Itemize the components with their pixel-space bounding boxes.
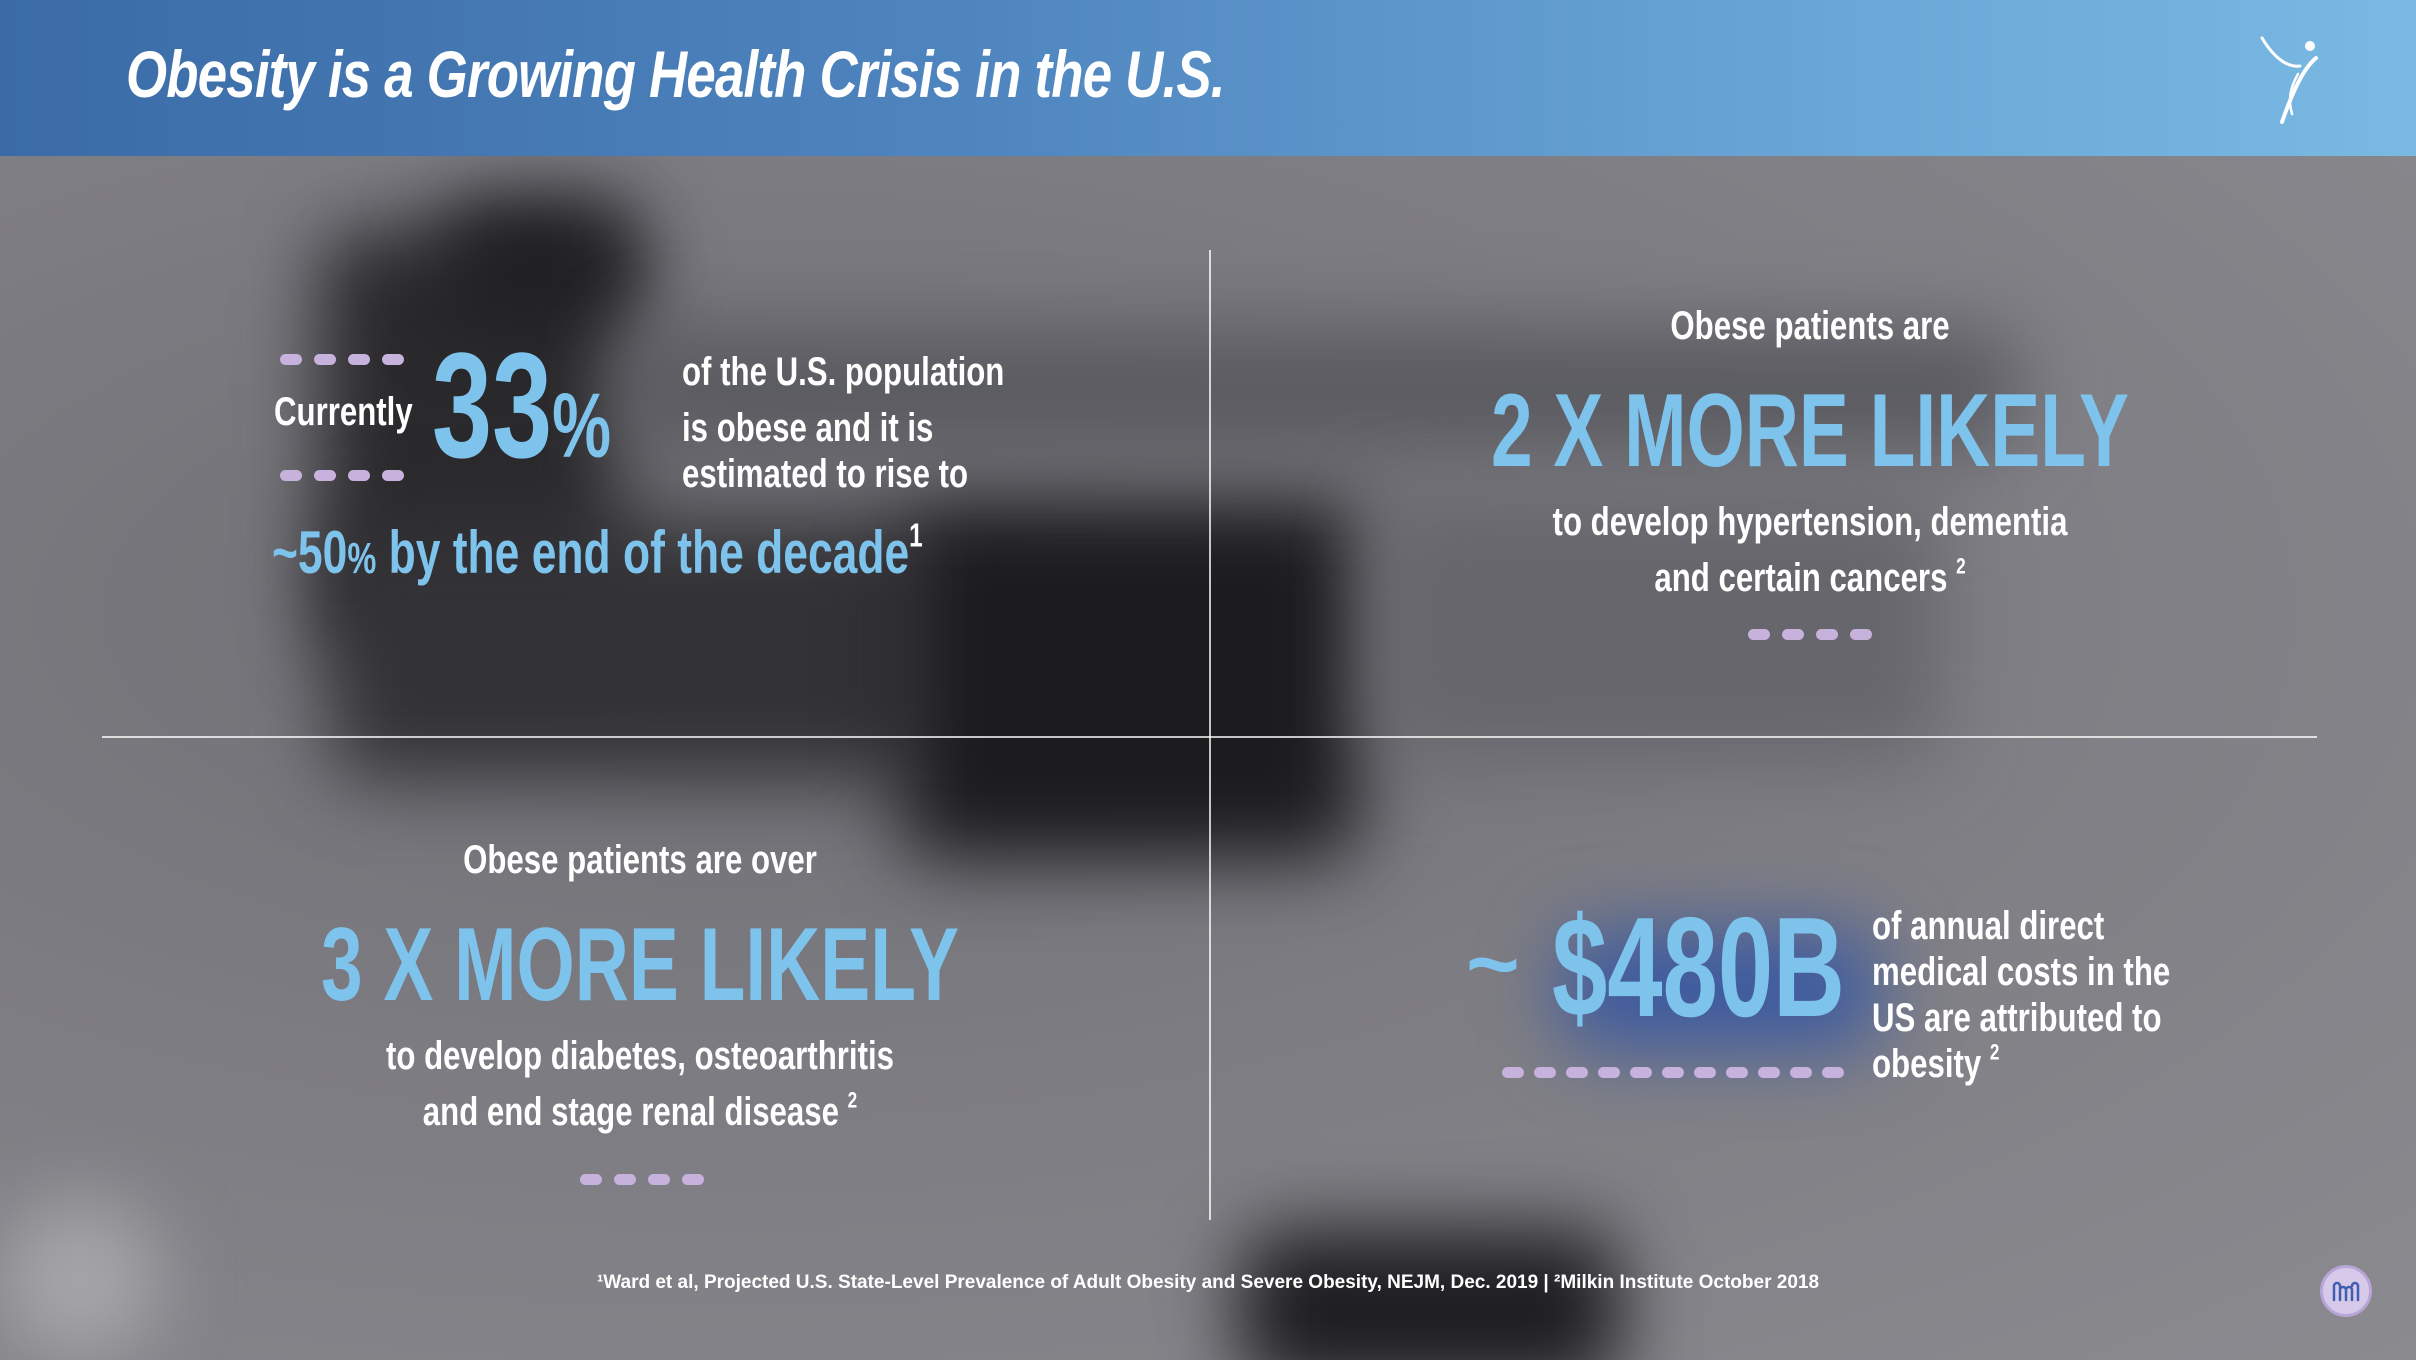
dots-decoration	[280, 354, 404, 365]
bottom-left-line-1: to develop diabetes, osteoarthritis	[386, 1034, 894, 1078]
bottom-left-headline: 3 X MORE LIKELY	[320, 907, 960, 1023]
dots-decoration	[1502, 1067, 1844, 1078]
title-banner: Obesity is a Growing Health Crisis in th…	[0, 0, 2416, 156]
cost-line-4: obesity 2	[1872, 1039, 2000, 1087]
dots-decoration	[580, 1174, 704, 1185]
cost-line-2: medical costs in the	[1872, 950, 2171, 994]
projection-tilde: ~	[272, 519, 298, 586]
vertical-divider	[1209, 250, 1211, 1220]
reference-mark: 2	[847, 1087, 858, 1113]
big-number: 33	[432, 321, 553, 489]
reference-mark: 2	[1956, 553, 1966, 579]
badge-glyph	[2332, 1281, 2360, 1302]
top-right-line-2-text: and certain cancers	[1654, 556, 1948, 600]
bottom-left-line-2-text: and end stage renal disease	[422, 1090, 839, 1134]
footnote: ¹Ward et al, Projected U.S. State-Level …	[596, 1272, 1820, 1293]
top-right-line-2: and certain cancers 2	[1342, 553, 2278, 601]
dots-decoration	[1748, 629, 1872, 640]
projection-text: by the end of the decade	[376, 519, 910, 586]
bottom-left-line-2: and end stage renal disease 2	[172, 1087, 1108, 1135]
projection-line: ~50% by the end of the decade1	[272, 518, 923, 587]
horizontal-divider	[102, 736, 2317, 738]
cost-amount: $480B	[1552, 888, 1845, 1047]
projection-percent: %	[347, 534, 377, 583]
projection-number: 50	[297, 519, 348, 586]
percent-sign: %	[552, 375, 612, 477]
reference-mark: 1	[909, 516, 923, 554]
top-right-headline: 2 X MORE LIKELY	[1490, 373, 2130, 489]
population-line-3: estimated to rise to	[682, 452, 969, 496]
company-badge-icon	[2320, 1265, 2372, 1317]
currently-label: Currently	[274, 390, 413, 434]
bottom-left-intro: Obese patients are over	[463, 838, 817, 882]
cost-line-3: US are attributed to	[1872, 996, 2162, 1040]
dots-decoration	[280, 470, 404, 481]
population-line-1: of the U.S. population	[682, 350, 1005, 394]
top-right-line-1: to develop hypertension, dementia	[1552, 500, 2068, 544]
cost-line-4-text: obesity	[1872, 1042, 1982, 1086]
figure-logo-icon	[2260, 36, 2318, 124]
slide-title: Obesity is a Growing Health Crisis in th…	[126, 37, 1225, 111]
cost-tilde: ~	[1466, 913, 1520, 1015]
cost-line-1: of annual direct	[1872, 904, 2105, 948]
top-right-intro: Obese patients are	[1670, 304, 1950, 348]
population-line-2: is obese and it is	[682, 406, 934, 450]
stat-33-percent: 33%	[432, 330, 611, 501]
reference-mark: 2	[1989, 1039, 2000, 1065]
